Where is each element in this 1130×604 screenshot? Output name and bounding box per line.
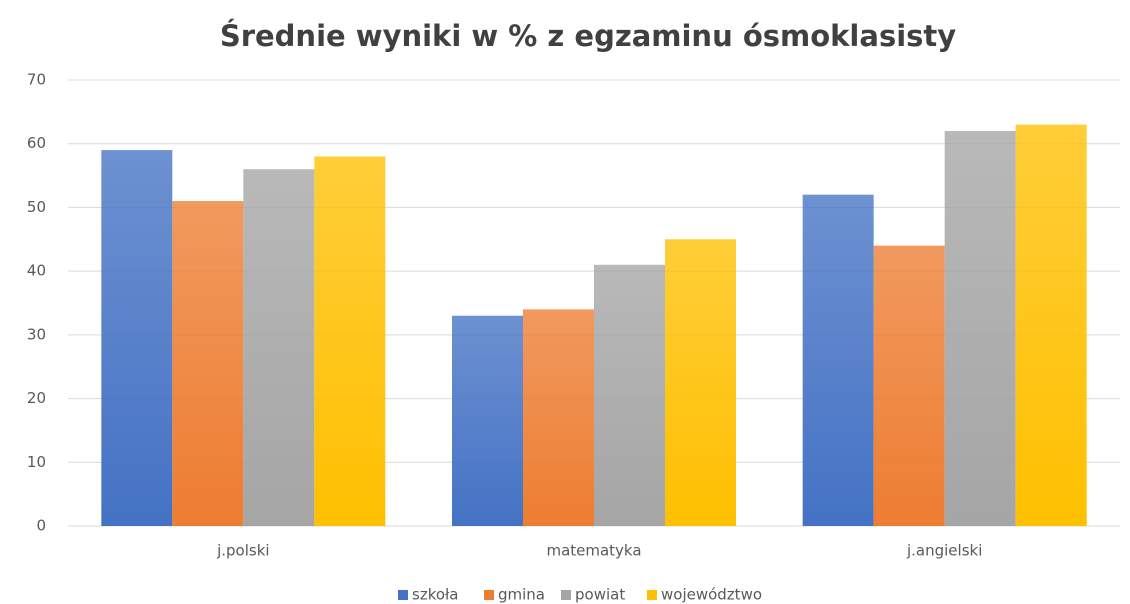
legend-label: szkoła (412, 586, 458, 604)
x-tick-label: matematyka (546, 542, 641, 560)
y-tick-label: 50 (27, 198, 46, 216)
legend-label: gmina (498, 586, 545, 604)
y-tick-label: 0 (36, 517, 46, 535)
x-tick-label: j.polski (216, 542, 269, 560)
bar (243, 169, 315, 526)
bar (594, 264, 665, 526)
bar (944, 130, 1016, 526)
legend-label: powiat (575, 586, 625, 604)
bar (314, 156, 386, 526)
legend-swatch (647, 590, 657, 600)
legend-label: województwo (661, 586, 762, 604)
bar (172, 201, 244, 527)
bar (802, 194, 874, 526)
chart-title: Średnie wyniki w % z egzaminu ósmoklasis… (220, 19, 956, 53)
bar (452, 315, 523, 526)
y-tick-label: 60 (27, 134, 46, 152)
bar (873, 245, 945, 526)
legend-swatch (398, 590, 408, 600)
bar (523, 309, 594, 526)
y-tick-label: 40 (27, 262, 46, 280)
x-tick-label: j.angielski (906, 542, 982, 560)
bar (101, 150, 173, 527)
bar (665, 239, 736, 527)
y-tick-label: 20 (27, 389, 46, 407)
y-tick-label: 70 (27, 71, 46, 89)
bar (1015, 124, 1087, 526)
y-tick-label: 10 (27, 453, 46, 471)
legend-swatch (561, 590, 571, 600)
legend-swatch (484, 590, 494, 600)
y-tick-label: 30 (27, 325, 46, 343)
